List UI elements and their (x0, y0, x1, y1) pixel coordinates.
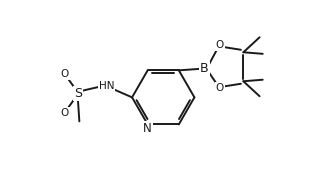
Text: O: O (61, 69, 69, 79)
Text: N: N (143, 122, 152, 135)
Text: B: B (200, 62, 209, 75)
Text: HN: HN (99, 81, 114, 92)
Text: O: O (216, 40, 224, 50)
Text: S: S (74, 87, 82, 100)
Text: O: O (216, 83, 224, 93)
Text: O: O (61, 108, 69, 118)
